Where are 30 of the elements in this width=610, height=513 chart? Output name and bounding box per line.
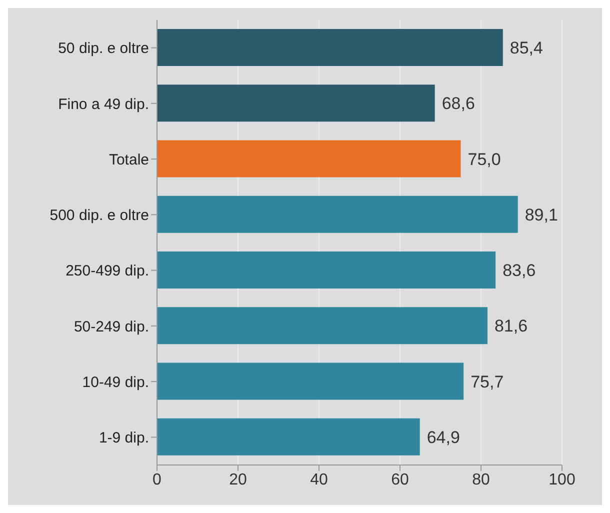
y-tick-label: Fino a 49 dip. [58,96,149,113]
bar [157,140,461,178]
x-tick-label: 60 [391,471,409,488]
x-tick-label: 40 [310,471,328,488]
data-label: 75,0 [468,150,501,169]
x-tick-label: 80 [472,471,490,488]
y-tick-label: 50-249 dip. [74,318,149,336]
y-tick-label: 1-9 dip. [98,430,149,447]
bar [157,84,435,122]
y-tick-label: 250-499 dip. [66,262,149,280]
data-label: 64,9 [426,428,460,447]
data-label: 68,6 [442,94,475,114]
data-label: 89,1 [524,205,558,224]
bar [157,252,496,288]
y-tick-label: Totale [108,151,149,168]
data-label: 83,6 [502,261,536,280]
y-tick-label: 500 dip. e oltre [50,207,149,224]
x-tick-label: 0 [152,471,162,488]
bar [157,418,420,456]
data-label: 81,6 [494,316,528,336]
y-tick-label: 10-49 dip. [82,374,149,391]
bar [157,362,464,400]
x-tick-label: 20 [229,471,247,488]
x-tick-label: 100 [548,471,576,488]
bar [157,196,518,233]
data-label: 85,4 [510,38,543,58]
y-tick-label: 50 dip. e oltre [58,40,149,58]
bar [157,307,488,344]
data-label: 75,7 [470,372,504,392]
bar [157,29,503,66]
